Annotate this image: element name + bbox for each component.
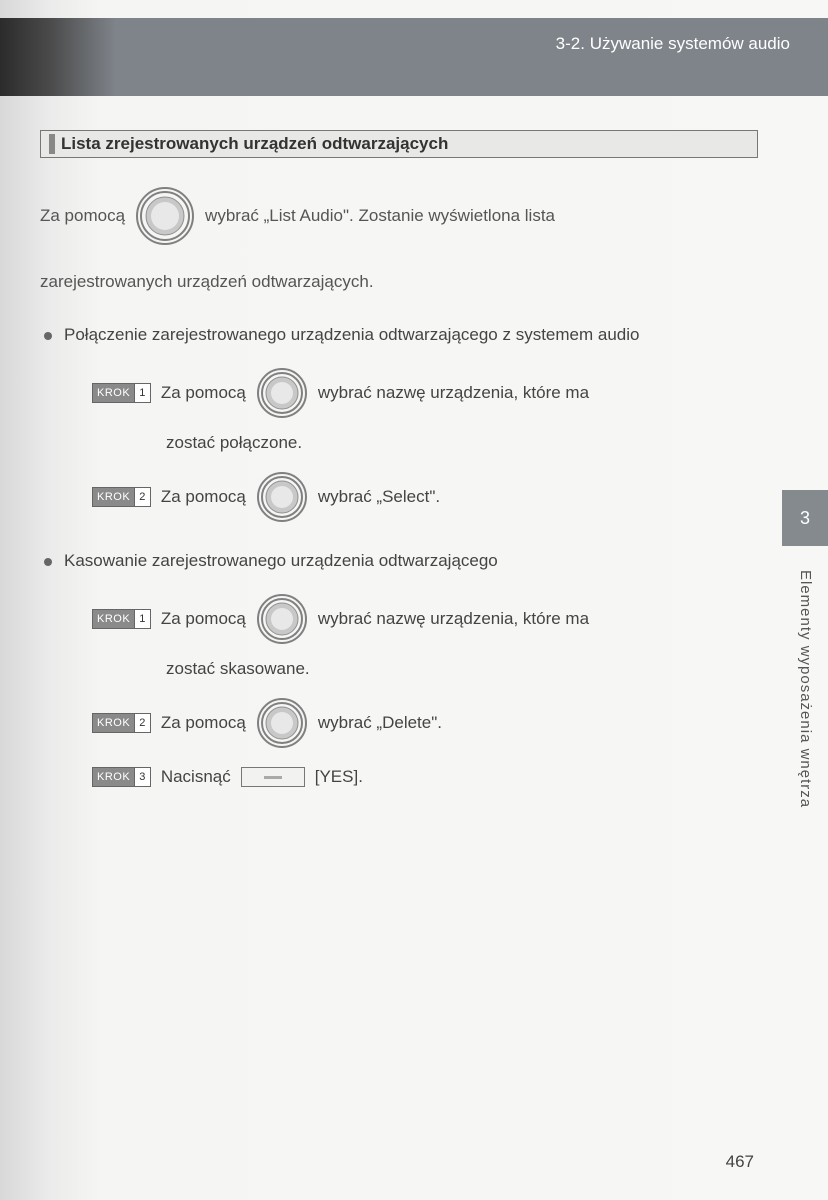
- step-post: [YES].: [315, 767, 363, 787]
- badge-text: KROK: [93, 771, 134, 783]
- step-continuation: zostać skasowane.: [166, 659, 758, 679]
- section-title: Lista zrejestrowanych urządzeń odtwarzaj…: [61, 134, 448, 154]
- badge-text: KROK: [93, 717, 134, 729]
- step-pre: Za pomocą: [161, 713, 246, 733]
- step-row: KROK 2 Za pomocą wybrać „Delete".: [92, 697, 758, 749]
- intro-line-2: zarejestrowanych urządzeń odtwarzających…: [40, 268, 758, 297]
- badge-number: 3: [134, 768, 150, 786]
- step-post: wybrać nazwę urządzenia, które ma: [318, 609, 589, 629]
- section-heading: Lista zrejestrowanych urządzeń odtwarzaj…: [40, 130, 758, 158]
- yes-button-icon: [241, 767, 305, 787]
- rotary-knob-icon: [256, 471, 308, 523]
- chapter-side-label: Elementy wyposażenia wnętrza: [797, 570, 814, 808]
- bullet-connect-title: Połączenie zarejestrowanego urządzenia o…: [64, 325, 640, 344]
- step-row: KROK 1 Za pomocą wybrać nazwę urządzenia…: [92, 367, 758, 419]
- intro-text-2: wybrać „List Audio". Zostanie wyświetlon…: [205, 202, 555, 231]
- bullet-delete: Kasowanie zarejestrowanego urządzenia od…: [40, 551, 758, 571]
- bullet-delete-title: Kasowanie zarejestrowanego urządzenia od…: [64, 551, 498, 570]
- intro-line-1: Za pomocą wybrać „List Audio". Zostanie …: [40, 186, 758, 246]
- badge-text: KROK: [93, 387, 134, 399]
- heading-accent: [49, 134, 55, 154]
- rotary-knob-icon: [256, 697, 308, 749]
- intro-paragraph: Za pomocą wybrać „List Audio". Zostanie …: [40, 186, 758, 297]
- rotary-knob-icon: [256, 367, 308, 419]
- rotary-knob-icon: [135, 186, 195, 246]
- step-pre: Za pomocą: [161, 487, 246, 507]
- chapter-title: 3-2. Używanie systemów audio: [556, 34, 790, 54]
- step-badge: KROK 1: [92, 609, 151, 629]
- badge-text: KROK: [93, 613, 134, 625]
- step-pre: Nacisnąć: [161, 767, 231, 787]
- badge-number: 2: [134, 714, 150, 732]
- step-badge: KROK 3: [92, 767, 151, 787]
- step-badge: KROK 2: [92, 487, 151, 507]
- step-post: wybrać nazwę urządzenia, które ma: [318, 383, 589, 403]
- step-row: KROK 3 Nacisnąć [YES].: [92, 767, 758, 787]
- badge-text: KROK: [93, 491, 134, 503]
- step-badge: KROK 2: [92, 713, 151, 733]
- page-content: Lista zrejestrowanych urządzeń odtwarzaj…: [40, 130, 758, 793]
- badge-number: 1: [134, 610, 150, 628]
- step-continuation: zostać połączone.: [166, 433, 758, 453]
- step-row: KROK 1 Za pomocą wybrać nazwę urządzenia…: [92, 593, 758, 645]
- step-pre: Za pomocą: [161, 383, 246, 403]
- chapter-tab: 3: [782, 490, 828, 546]
- chapter-number: 3: [800, 508, 810, 529]
- step-row: KROK 2 Za pomocą wybrać „Select".: [92, 471, 758, 523]
- step-pre: Za pomocą: [161, 609, 246, 629]
- page-number: 467: [726, 1152, 754, 1172]
- step-post: wybrać „Delete".: [318, 713, 442, 733]
- delete-steps: KROK 1 Za pomocą wybrać nazwę urządzenia…: [40, 593, 758, 787]
- bullet-connect: Połączenie zarejestrowanego urządzenia o…: [40, 325, 758, 345]
- chapter-header: 3-2. Używanie systemów audio: [0, 18, 828, 96]
- rotary-knob-icon: [256, 593, 308, 645]
- connect-steps: KROK 1 Za pomocą wybrać nazwę urządzenia…: [40, 367, 758, 523]
- step-post: wybrać „Select".: [318, 487, 440, 507]
- badge-number: 2: [134, 488, 150, 506]
- badge-number: 1: [134, 384, 150, 402]
- step-badge: KROK 1: [92, 383, 151, 403]
- intro-text-1: Za pomocą: [40, 202, 125, 231]
